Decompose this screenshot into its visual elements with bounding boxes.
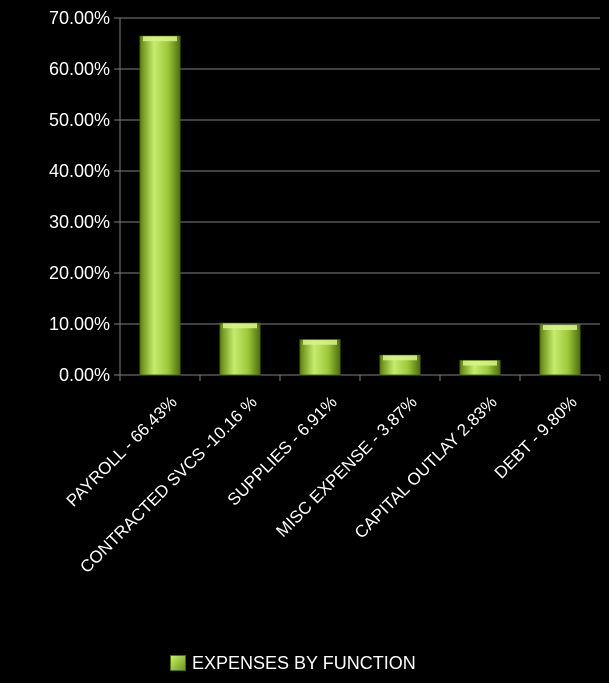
bar-cap	[383, 355, 417, 361]
bar	[379, 354, 421, 376]
legend-swatch	[170, 655, 186, 671]
gridlines	[120, 17, 600, 325]
bar	[299, 339, 341, 376]
expenses-bar-chart: 0.00% 10.00% 20.00% 30.00% 40.00% 50.00% 60.00…	[49, 8, 601, 577]
category-labels: PAYROLL - 66.43%CONTRACTED SVCS -10.16 %…	[63, 392, 581, 576]
y-tick-label: 10.00%	[49, 314, 110, 334]
axes: 0.00% 10.00% 20.00% 30.00% 40.00% 50.00% 60.00…	[49, 8, 601, 385]
y-tick-label: 70.00%	[49, 8, 110, 28]
x-category-label: CONTRACTED SVCS -10.16 %	[76, 392, 260, 576]
legend-label: EXPENSES BY FUNCTION	[192, 652, 416, 673]
y-tick-label: 40.00%	[49, 161, 110, 181]
bar-cap	[543, 325, 577, 331]
bars	[139, 35, 581, 376]
bar-cap	[303, 339, 337, 345]
bar-body	[139, 35, 181, 376]
x-category-label: MISC EXPENSE - 3.87%	[272, 392, 420, 540]
y-tick-label: 60.00%	[49, 59, 110, 79]
bar	[459, 360, 501, 376]
legend: EXPENSES BY FUNCTION	[170, 651, 416, 675]
bar	[219, 322, 261, 376]
bar	[539, 324, 581, 376]
bar-body	[539, 324, 581, 376]
bar-cap	[143, 36, 177, 42]
y-tick-label: 0.00%	[59, 365, 110, 385]
x-category-label: CAPITAL OUTLAY 2.83%	[351, 392, 501, 542]
y-tick-label: 30.00%	[49, 212, 110, 232]
bar-body	[299, 339, 341, 376]
bar-cap	[463, 360, 497, 366]
bar	[139, 35, 181, 376]
y-tick-label: 20.00%	[49, 263, 110, 283]
x-category-label: DEBT - 9.80%	[491, 392, 581, 482]
bar-body	[219, 322, 261, 376]
bar-cap	[223, 323, 257, 329]
y-tick-label: 50.00%	[49, 110, 110, 130]
